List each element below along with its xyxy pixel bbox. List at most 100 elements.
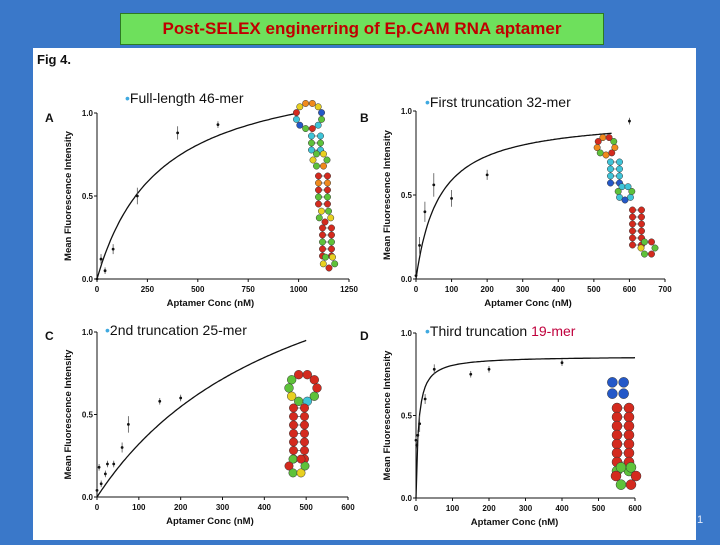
rna-base xyxy=(611,144,619,152)
rna-base xyxy=(611,411,623,423)
rna-base xyxy=(623,429,635,441)
rna-base xyxy=(607,388,618,399)
chart-title-text: 2nd truncation 25-mer xyxy=(110,322,247,338)
rna-base xyxy=(296,468,306,478)
rna-base xyxy=(623,438,635,450)
data-point xyxy=(158,399,162,403)
rna-base xyxy=(300,420,309,430)
rna-base xyxy=(602,151,610,159)
rna-base xyxy=(300,403,309,413)
x-tick-label: 500 xyxy=(191,285,205,294)
rna-base xyxy=(309,375,319,385)
rna-base xyxy=(317,132,324,140)
rna-base xyxy=(289,412,298,421)
rna-base xyxy=(324,172,331,180)
rna-base xyxy=(641,238,648,246)
x-axis-label: Aptamer Conc (nM) xyxy=(471,517,559,528)
data-point xyxy=(560,361,564,365)
rna-base xyxy=(284,383,294,393)
rna-base xyxy=(313,150,320,158)
rna-base xyxy=(324,200,331,208)
rna-base xyxy=(611,402,623,414)
rna-base xyxy=(327,214,335,222)
rna-base xyxy=(284,461,294,471)
y-axis-label: Mean Fluorescence Intensity xyxy=(382,350,393,481)
chart-title-text: Third truncation xyxy=(430,323,531,339)
rna-base xyxy=(300,461,310,471)
x-tick-label: 200 xyxy=(174,503,188,512)
rna-base xyxy=(312,383,322,393)
data-point xyxy=(111,247,115,251)
rna-base xyxy=(308,146,315,154)
rna-base xyxy=(324,179,331,187)
rna-base xyxy=(319,260,327,268)
rna-base xyxy=(623,402,635,414)
x-tick-label: 300 xyxy=(216,503,230,512)
data-point xyxy=(112,462,116,466)
rna-base xyxy=(315,172,322,180)
data-point xyxy=(415,443,419,447)
rna-structure-b xyxy=(593,134,659,258)
rna-base xyxy=(611,447,623,459)
rna-base xyxy=(615,462,627,473)
chart-title: •Third truncation 19-mer xyxy=(425,323,576,339)
rna-base xyxy=(300,437,309,447)
x-tick-label: 0 xyxy=(95,285,100,294)
rna-base xyxy=(296,103,304,111)
rna-base xyxy=(638,227,645,235)
rna-base xyxy=(325,207,332,215)
y-tick-label: 0.0 xyxy=(82,275,94,284)
rna-base xyxy=(296,454,306,464)
data-point xyxy=(450,196,453,200)
x-tick-label: 600 xyxy=(623,285,637,294)
rna-base xyxy=(623,420,635,432)
y-tick-label: 0.0 xyxy=(401,494,413,503)
rna-base xyxy=(641,250,648,258)
x-axis-label: Aptamer Conc (nM) xyxy=(484,298,572,309)
rna-base xyxy=(611,429,623,441)
data-point xyxy=(103,472,107,476)
chart-panel-a: A •Full-length 46-mer 0 250 500 750 1000 1250 0.… xyxy=(45,90,358,309)
rna-base xyxy=(328,238,335,246)
rna-base xyxy=(610,138,618,145)
rna-base xyxy=(630,470,642,482)
rna-base xyxy=(629,206,636,214)
rna-base xyxy=(289,403,298,413)
rna-base xyxy=(594,138,602,145)
fit-curve xyxy=(415,357,636,499)
x-tick-label: 750 xyxy=(242,285,256,294)
x-tick-label: 600 xyxy=(628,504,642,513)
y-tick-label: 0.5 xyxy=(401,412,413,421)
rna-base xyxy=(629,234,636,242)
rna-structure-d xyxy=(607,377,642,490)
rna-base xyxy=(623,447,635,459)
data-point xyxy=(99,257,103,261)
rna-base xyxy=(651,244,659,252)
data-point xyxy=(99,482,103,486)
rna-base xyxy=(302,125,310,133)
rna-base xyxy=(319,238,326,246)
rna-base xyxy=(318,109,326,117)
rna-base xyxy=(611,438,623,450)
rna-base xyxy=(289,446,298,455)
rna-base xyxy=(648,250,655,258)
rna-base xyxy=(331,260,339,268)
rna-base xyxy=(287,391,297,401)
rna-base xyxy=(308,139,315,147)
x-tick-label: 300 xyxy=(516,285,530,294)
y-axis-label: Mean Fluorescence Intensity xyxy=(63,349,74,480)
x-tick-label: 300 xyxy=(519,504,533,513)
data-point xyxy=(135,194,139,198)
panel-letter: D xyxy=(360,329,369,343)
data-point xyxy=(418,422,422,426)
figure-label: Fig 4. xyxy=(37,52,71,67)
rna-base xyxy=(607,165,614,173)
rna-base xyxy=(616,172,623,180)
chart-panel-b: B •First truncation 32-mer 0 100 200 300 400 50… xyxy=(360,94,672,309)
rna-base xyxy=(319,224,326,232)
x-tick-label: 400 xyxy=(555,504,569,513)
rna-structure-a xyxy=(292,99,339,272)
rna-base xyxy=(315,200,322,208)
x-tick-label: 500 xyxy=(592,504,606,513)
